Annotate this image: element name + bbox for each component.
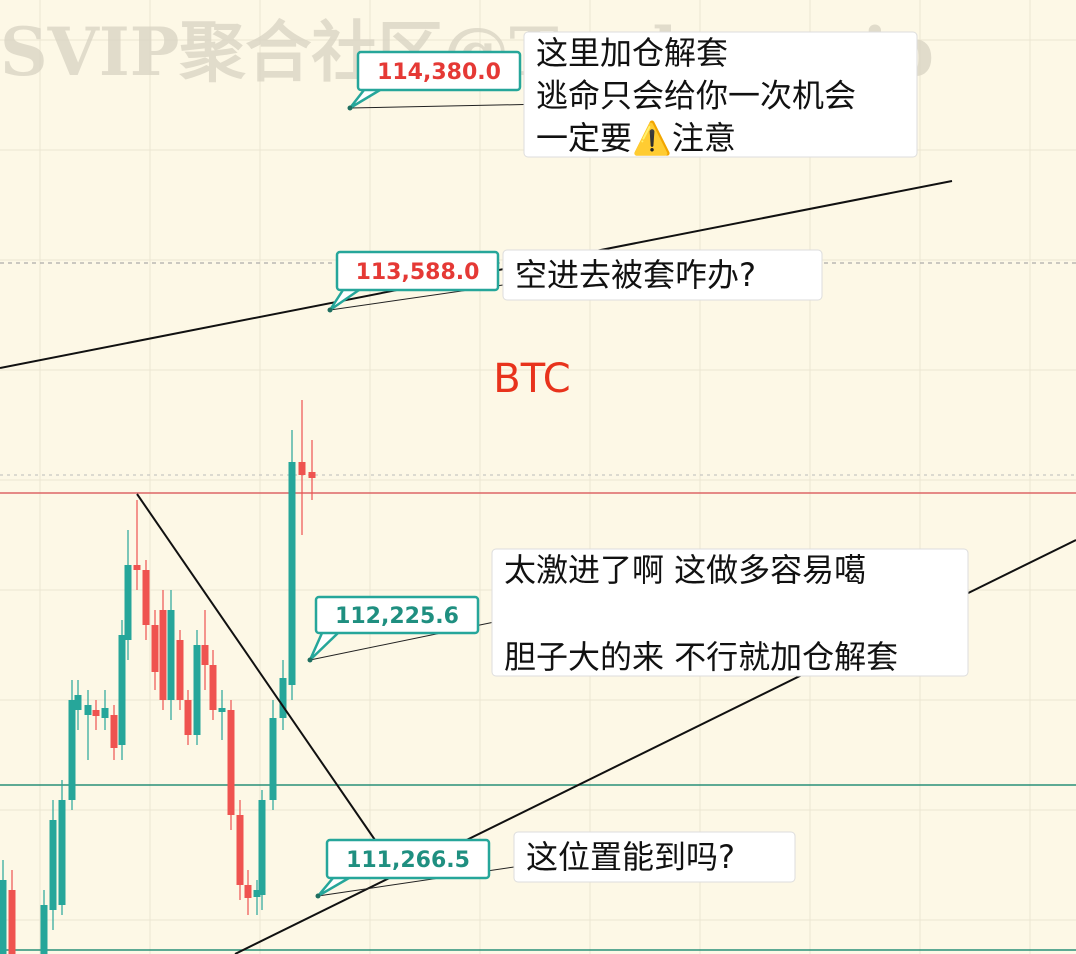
anchor-dot (307, 657, 313, 663)
price-label: 112,225.6 (335, 604, 459, 629)
price-box (314, 595, 480, 635)
note-text: 太激进了啊 这做多容易噶 (504, 551, 866, 589)
note-text: 胆子大的来 不行就加仓解套 (504, 638, 898, 676)
candle-body (92, 710, 100, 716)
candle-body (58, 800, 66, 905)
price-box (356, 50, 522, 92)
candle-body (142, 570, 150, 625)
note-text: 空进去被套咋办? (515, 256, 756, 294)
candle-body (118, 635, 126, 745)
candle-body (49, 820, 57, 910)
candle-body (244, 885, 252, 898)
candles (0, 400, 316, 954)
note-box (513, 831, 796, 883)
anchor-dot (327, 307, 333, 313)
candle-body (288, 462, 296, 685)
trend-line (136, 493, 376, 841)
candle-body (258, 800, 266, 895)
candle-body (151, 625, 159, 672)
chart-title: BTC (493, 356, 570, 402)
candle-body (133, 565, 141, 570)
note-text: 这里加仓解套 (536, 34, 728, 72)
candle-body (124, 565, 132, 640)
price-box (335, 250, 500, 292)
candle-body (279, 678, 287, 718)
candle-body (8, 890, 16, 954)
candle-body (68, 700, 76, 800)
price-label: 114,380.0 (377, 60, 501, 85)
candle-body (218, 708, 226, 712)
candle-body (227, 710, 235, 815)
price-box (325, 838, 491, 880)
candle-body (269, 718, 277, 800)
candle-body (84, 705, 92, 715)
candle-body (236, 815, 244, 885)
note-box (491, 548, 969, 677)
note-text: 这位置能到吗? (526, 838, 735, 876)
candle-body (193, 645, 201, 735)
candle-body (298, 462, 306, 475)
candle-body (0, 880, 7, 954)
candle-body (101, 708, 109, 718)
candle-body (40, 905, 48, 954)
candle-body (176, 640, 184, 700)
anchor-dot (347, 105, 353, 111)
candle-body (159, 610, 167, 700)
candle-body (74, 695, 82, 710)
note-box (523, 31, 918, 158)
candle-body (167, 610, 175, 700)
note-text: 逃命只会给你一次机会 (536, 77, 856, 115)
candle-body (184, 700, 192, 735)
candle-body (209, 665, 217, 710)
note-text: 一定要⚠️注意 (536, 119, 736, 157)
candle-body (201, 645, 209, 665)
note-box (502, 249, 823, 301)
price-label: 113,588.0 (356, 260, 480, 285)
candle-body (253, 890, 261, 897)
candle-body (308, 472, 316, 478)
anchor-dot (315, 893, 321, 899)
price-label: 111,266.5 (346, 848, 470, 873)
pointer-line (349, 104, 525, 109)
candle-body (110, 715, 118, 748)
